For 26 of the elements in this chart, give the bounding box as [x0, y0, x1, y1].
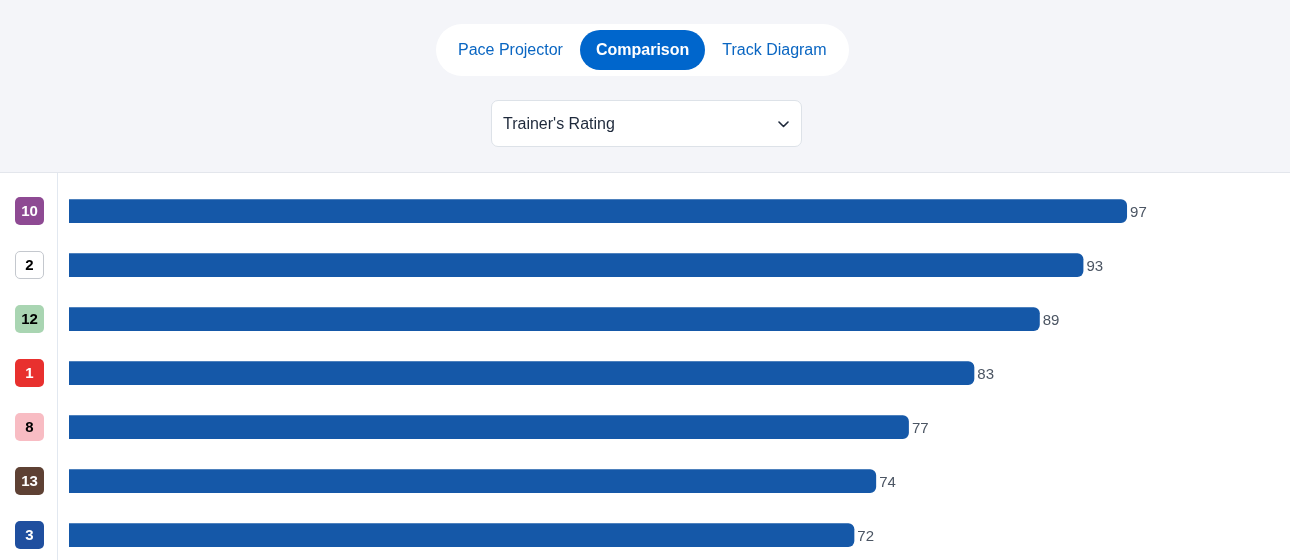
data-label: 97	[1130, 202, 1147, 220]
tab: Comparison	[579, 30, 706, 70]
data-label: 74	[879, 472, 896, 490]
data-label: 83	[977, 364, 995, 382]
data-label: 89	[1042, 310, 1060, 328]
data-label: 77	[911, 418, 929, 436]
y-tick-label: 1	[25, 364, 34, 382]
dropdown: Trainer's Rating	[491, 100, 802, 147]
y-tick-label: 3	[25, 526, 34, 544]
bar	[69, 253, 1084, 277]
bar	[69, 415, 909, 439]
bar	[69, 523, 855, 548]
bar	[69, 307, 1040, 331]
y-tick-label: 8	[25, 418, 34, 436]
bar	[69, 361, 975, 385]
y-tick-label: 13	[21, 472, 38, 490]
y-tick-label: 10	[21, 202, 38, 220]
data-label: 93	[1086, 256, 1104, 274]
data-label: 72	[857, 526, 875, 544]
chart-title: Trainer's Rating	[503, 114, 615, 134]
bar	[69, 469, 877, 494]
y-tick-label: 2	[25, 256, 34, 274]
y-tick-label: 12	[21, 310, 38, 328]
bar	[69, 199, 1128, 223]
tab-label: Track Diagram	[721, 40, 828, 60]
tab-label: Pace Projector	[457, 40, 564, 60]
